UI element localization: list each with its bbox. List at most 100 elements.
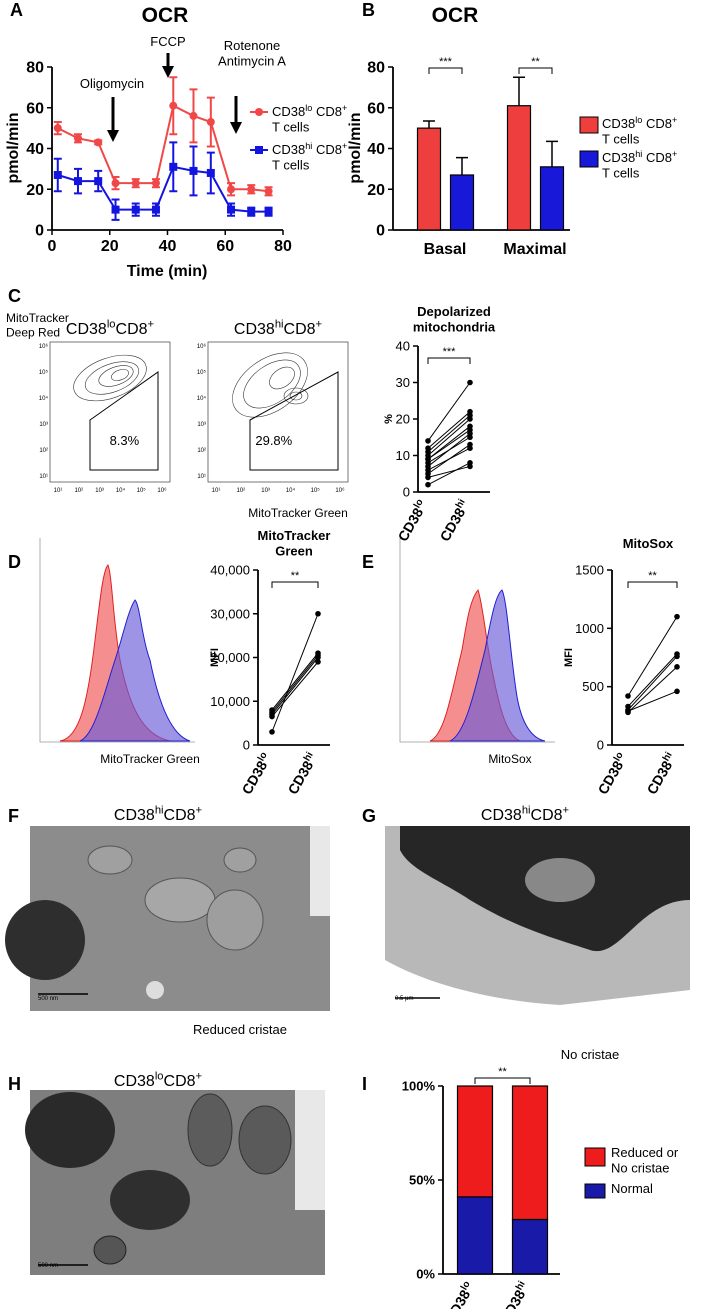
y-tick-label: 10 (396, 448, 410, 463)
micrograph-title-part: CD8 (164, 807, 196, 824)
annotation: Rotenone Antimycin A (218, 38, 286, 69)
x-tick-label: CD38lo (594, 750, 631, 797)
micrograph-title-part: hi (522, 805, 531, 817)
bar-segment (511, 1218, 549, 1275)
flow-tick-label: 10¹ (39, 474, 48, 480)
panel-letter: D (8, 552, 21, 572)
point (264, 187, 273, 196)
legend-label-part: CD38 (602, 116, 635, 131)
significance-bracket (271, 581, 319, 588)
pair-line (427, 414, 471, 453)
micrograph-title-part: CD38 (481, 807, 522, 824)
panel-letter: C (8, 286, 21, 306)
point (674, 688, 680, 695)
point (425, 445, 431, 452)
chart-title-part: Depolarized (417, 304, 491, 319)
micrograph-title-part: CD38 (114, 807, 155, 824)
annotation: FCCP (150, 34, 185, 49)
flow-tick-label: 10⁴ (39, 395, 49, 402)
micrograph-title: CD38hiCD8+ (114, 805, 202, 824)
point (269, 729, 275, 735)
legend-label: CD38hi CD8+ T cells (272, 141, 347, 173)
y-tick-label: 40 (367, 141, 385, 158)
y-axis-label: MFI (209, 648, 221, 667)
flow-y-label-part: MitoTracker (6, 311, 69, 325)
point (206, 118, 215, 127)
micrograph (385, 826, 690, 1011)
y-tick-label: 0 (597, 738, 604, 753)
point (625, 693, 631, 699)
y-tick-label: 80 (367, 60, 385, 77)
flow-contours (73, 352, 309, 418)
point (227, 205, 236, 214)
significance-label: ** (498, 1066, 507, 1078)
x-tick-label-part: CD38 (436, 505, 468, 544)
panel-letter: I (362, 1074, 367, 1094)
y-tick-label: 30,000 (210, 606, 250, 621)
panel-letter: H (8, 1074, 21, 1094)
pair-line (627, 653, 678, 707)
x-tick-label-part: CD38 (284, 758, 316, 797)
x-tick-label: CD38hi (496, 1279, 533, 1309)
micrograph-title-part: hi (155, 805, 164, 817)
flow-plot-frame (49, 341, 349, 483)
y-tick-label: 30 (396, 375, 410, 390)
flow-tick-label: 10⁶ (197, 343, 207, 350)
annotation-arrowhead (230, 122, 242, 134)
flow-tick-label: 10⁴ (197, 395, 207, 402)
flow-y-label-part: Deep Red (6, 325, 60, 339)
micrograph-title-part: CD8 (531, 807, 563, 824)
point (269, 713, 275, 720)
y-tick-label: 500 (582, 679, 604, 694)
histogram-frame (39, 538, 555, 743)
flow-tick-label: 10⁴ (286, 487, 296, 494)
pair-line (427, 382, 471, 442)
flow-title-part: CD8 (284, 321, 316, 338)
point (131, 179, 140, 188)
pair-line (627, 690, 678, 712)
annotation-part: Rotenone (224, 38, 280, 53)
pair-line (271, 661, 319, 717)
legend-swatch (584, 1183, 606, 1199)
y-tick-label: 50% (409, 1173, 435, 1188)
x-tick-label: Basal (424, 241, 467, 258)
scale-bar-label: 500 nm (38, 996, 58, 1002)
pair-line (427, 425, 471, 460)
x-tick-label-part: CD38 (238, 758, 270, 797)
panel-letter: B (362, 0, 375, 20)
x-tick-label: CD38hi (643, 750, 680, 797)
y-tick-label: 20 (26, 182, 44, 199)
point (674, 653, 680, 660)
flow-title: CD38hiCD8+ (234, 319, 322, 338)
y-tick-label: 20,000 (210, 650, 250, 665)
point (151, 179, 160, 188)
point (425, 456, 431, 462)
pair-line (271, 657, 319, 715)
significance-bracket (427, 357, 471, 364)
legend-label-part: No cristae (611, 1161, 670, 1176)
scale-bar-label: 0.5 µm (395, 996, 413, 1002)
pair-line (427, 411, 471, 449)
pair-line (427, 418, 471, 456)
y-tick-label: 20 (396, 412, 410, 427)
y-axis-label: % (383, 414, 395, 424)
point (169, 101, 178, 110)
significance-bracket (474, 1077, 531, 1084)
x-axis-label: Time (min) (127, 263, 208, 280)
y-tick-label: 0 (376, 223, 385, 240)
flow-tick-label: 10⁶ (335, 487, 345, 494)
flow-tick-label: 10⁵ (137, 487, 147, 494)
point (625, 708, 631, 714)
significance-label: *** (439, 56, 453, 68)
x-tick-label: CD38lo (441, 1279, 478, 1309)
point (315, 610, 321, 617)
micrograph-title: CD38hiCD8+ (481, 805, 569, 824)
flow-title-part: CD8 (116, 321, 148, 338)
point (111, 179, 120, 188)
significance-label: ** (531, 56, 540, 68)
flow-tick-label: 10¹ (54, 488, 63, 494)
legend-label-part: + (672, 115, 677, 125)
legend-label: CD38lo CD8+ T cells (272, 103, 347, 135)
point (315, 659, 321, 665)
